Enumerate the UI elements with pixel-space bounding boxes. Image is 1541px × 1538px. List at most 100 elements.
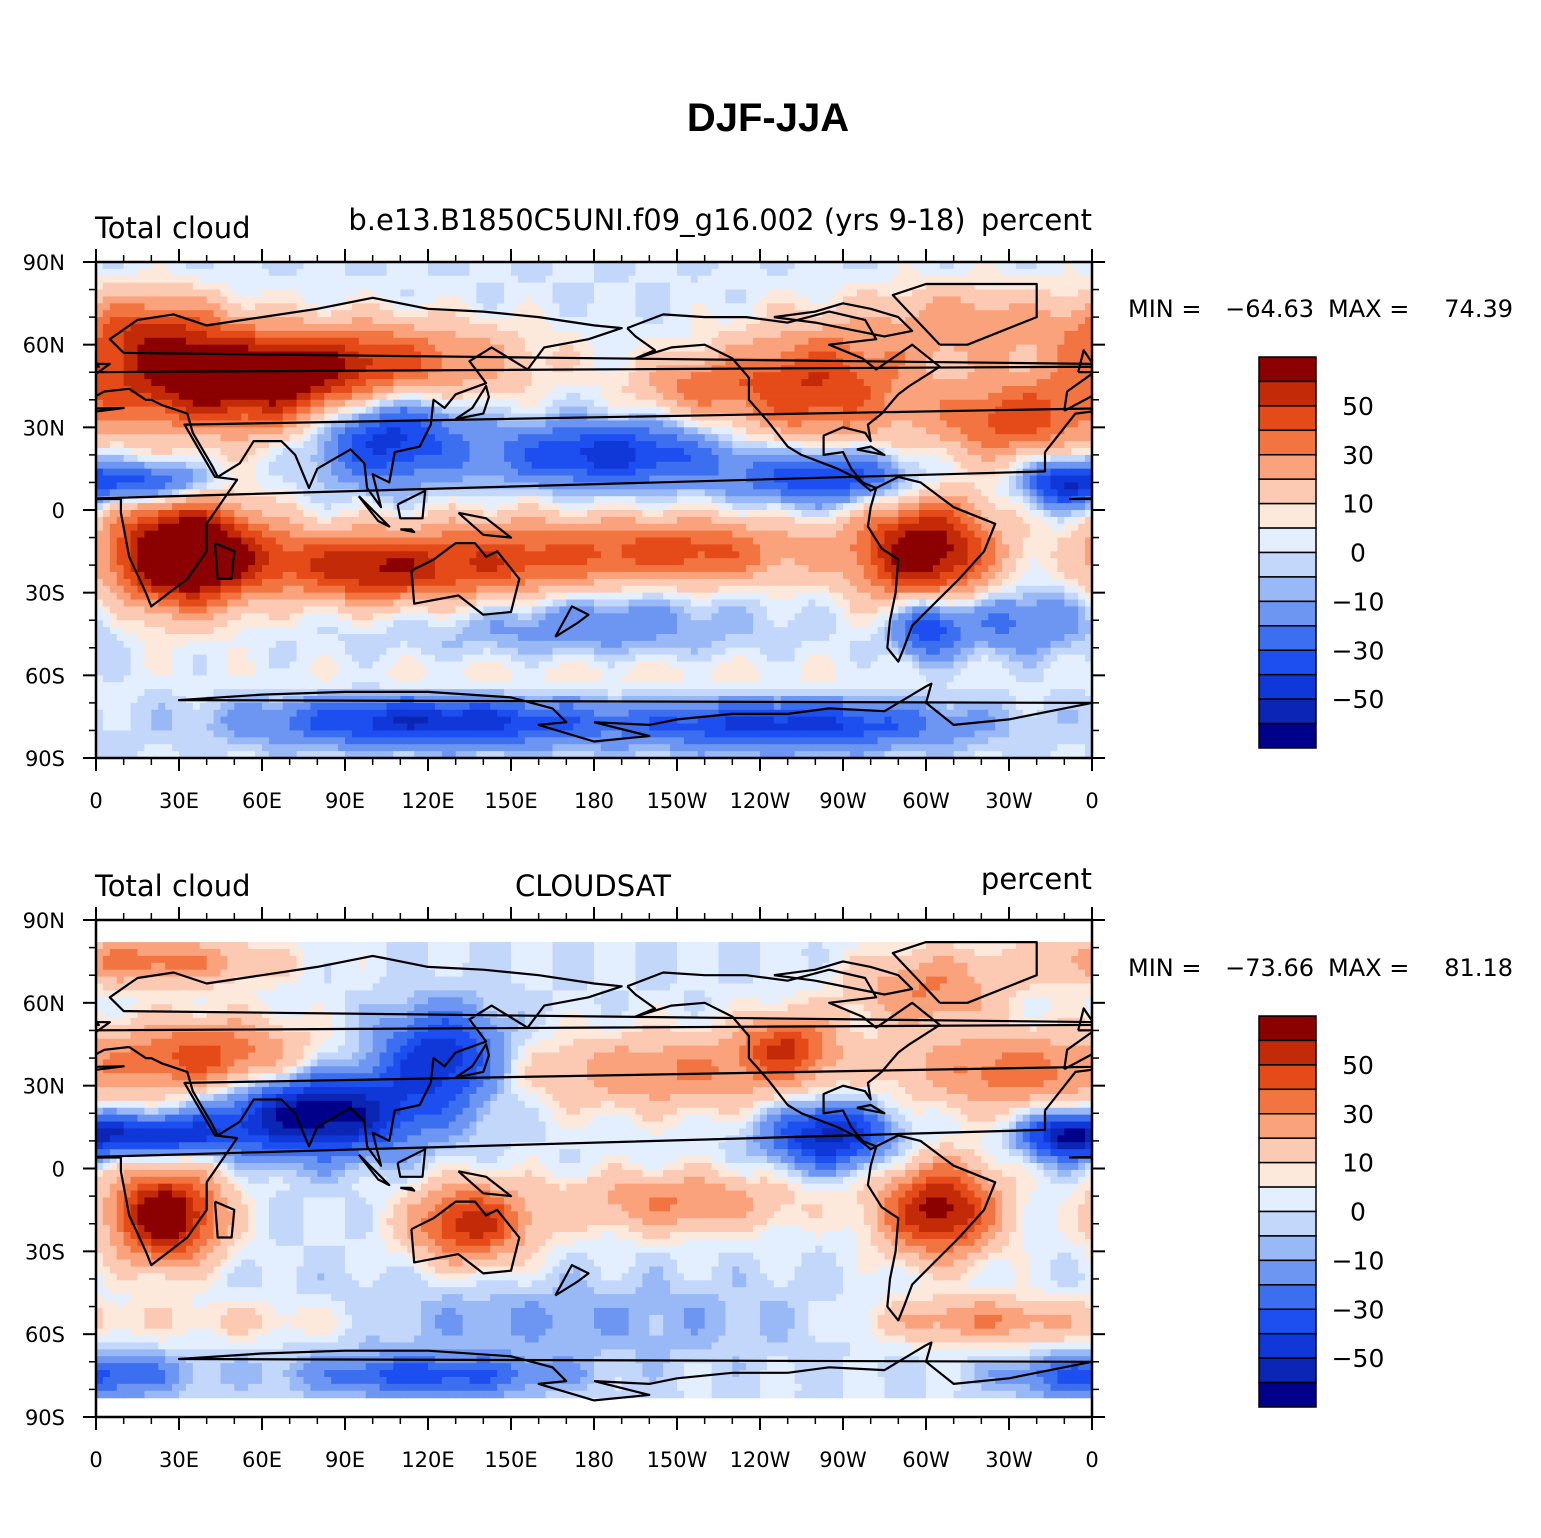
coastline bbox=[626, 968, 941, 1151]
colorbar-swatch bbox=[1258, 722, 1317, 749]
x-tick-label: 150E bbox=[484, 1448, 537, 1472]
coastline bbox=[1454, 1171, 1507, 1196]
colorbar-swatch bbox=[1258, 600, 1317, 627]
x-tick-label: 120E bbox=[401, 789, 454, 813]
x-tick-label: 150W bbox=[647, 1448, 708, 1472]
colorbar-swatch bbox=[1258, 1088, 1317, 1115]
colorbar-label: 30 bbox=[1342, 441, 1374, 470]
y-tick-label: 0 bbox=[52, 1158, 65, 1182]
coastline bbox=[891, 941, 1038, 1004]
colorbar-swatch bbox=[1258, 356, 1317, 383]
coastline bbox=[1394, 491, 1422, 519]
colorbar-swatch bbox=[1258, 1357, 1317, 1384]
colorbar-label: 30 bbox=[1342, 1100, 1374, 1129]
coastline bbox=[396, 489, 427, 520]
x-tick-label: 90E bbox=[325, 1448, 365, 1472]
colorbar-swatch bbox=[1258, 1259, 1317, 1286]
coastline bbox=[96, 349, 1092, 374]
y-tick-label: 0 bbox=[52, 499, 65, 523]
colorbar-swatch bbox=[1258, 576, 1317, 603]
cloud-field bbox=[96, 262, 1092, 758]
colorbar-swatch bbox=[1258, 1015, 1317, 1042]
x-tick-label: 0 bbox=[1085, 789, 1098, 813]
y-tick-label: 90S bbox=[25, 1406, 65, 1430]
colorbar-label: 10 bbox=[1342, 1149, 1374, 1178]
colorbar-swatch bbox=[1258, 1381, 1317, 1408]
coastline bbox=[1211, 543, 1230, 579]
panel-cloudsat-max-label: MAX = bbox=[1328, 954, 1409, 982]
coastline bbox=[455, 1043, 490, 1079]
x-tick-label: 90W bbox=[819, 789, 867, 813]
coastlines bbox=[96, 282, 1507, 743]
coastline bbox=[213, 1200, 236, 1239]
coastline bbox=[96, 296, 1092, 509]
coastline bbox=[856, 1103, 886, 1115]
coastline bbox=[554, 1264, 590, 1297]
coastline bbox=[457, 511, 513, 539]
coastline bbox=[626, 310, 941, 492]
colorbar-swatch bbox=[1258, 527, 1317, 554]
colorbar-swatch bbox=[1258, 478, 1317, 505]
colorbar-swatch bbox=[1258, 649, 1317, 676]
y-tick-label: 30S bbox=[25, 1240, 65, 1264]
x-tick-label: 60E bbox=[242, 1448, 282, 1472]
panel-model-center-string: b.e13.B1850C5UNI.f09_g16.002 (yrs 9-18) bbox=[348, 203, 965, 237]
colorbar-label: 0 bbox=[1350, 539, 1366, 568]
y-tick-label: 60S bbox=[25, 1323, 65, 1347]
coastline bbox=[455, 384, 490, 421]
coastline bbox=[773, 302, 914, 338]
colorbar-swatch bbox=[1258, 380, 1317, 407]
coastline bbox=[1394, 1149, 1422, 1177]
colorbar-swatch bbox=[1258, 1137, 1317, 1164]
panel-cloudsat-max-value: 81.18 bbox=[1444, 954, 1513, 982]
x-tick-label: 0 bbox=[89, 1448, 102, 1472]
x-tick-label: 180 bbox=[574, 1448, 614, 1472]
coastline bbox=[856, 445, 886, 456]
coastline bbox=[96, 954, 1092, 1167]
panel-cloudsat-center-string: CLOUDSAT bbox=[515, 869, 671, 903]
coastline bbox=[400, 1186, 416, 1192]
coastline bbox=[96, 1007, 1092, 1032]
colorbar-swatch bbox=[1258, 405, 1317, 432]
x-tick-label: 150W bbox=[647, 789, 708, 813]
colorbar-label: 0 bbox=[1350, 1198, 1366, 1227]
colorbar-swatch bbox=[1258, 1210, 1317, 1237]
y-tick-label: 60S bbox=[25, 664, 65, 688]
y-tick-label: 90S bbox=[25, 747, 65, 771]
panel-model-left-string: Total cloud bbox=[94, 211, 250, 245]
coastline bbox=[96, 1065, 1092, 1267]
coastline bbox=[866, 475, 997, 663]
y-tick-label: 60N bbox=[23, 992, 65, 1016]
panel-cloudsat-right-string: percent bbox=[981, 862, 1092, 896]
coastline bbox=[1211, 1202, 1230, 1238]
panel-cloudsat-min-value: −73.66 bbox=[1225, 954, 1314, 982]
colorbar-label: −30 bbox=[1332, 1295, 1385, 1324]
x-tick-label: 60E bbox=[242, 789, 282, 813]
coastline bbox=[396, 1148, 427, 1178]
colorbar-label: −10 bbox=[1332, 587, 1385, 616]
panel-model-axes: 0 30E 60E 90E 120E 150E 180 150W 120W 90W 60W 30W 09… bbox=[23, 249, 1105, 813]
coastline bbox=[177, 682, 1092, 743]
colorbar-swatch bbox=[1258, 1235, 1317, 1262]
coastline bbox=[1454, 513, 1507, 538]
panel-model-min-label: MIN = bbox=[1128, 295, 1201, 323]
coastline bbox=[96, 362, 111, 376]
colorbar-label: 10 bbox=[1342, 490, 1374, 519]
x-tick-label: 120E bbox=[401, 1448, 454, 1472]
panel-model-map bbox=[96, 262, 1507, 758]
coastline bbox=[96, 1020, 111, 1034]
panel-cloudsat-left-string: Total cloud bbox=[94, 869, 250, 903]
panel-cloudsat-colorbar: 50 30 10 0 −10 −30 −50 bbox=[1258, 1015, 1385, 1408]
coastline bbox=[457, 1170, 513, 1198]
coastlines bbox=[96, 941, 1507, 1402]
coastline bbox=[554, 605, 590, 638]
y-tick-label: 30S bbox=[25, 582, 65, 606]
x-tick-label: 0 bbox=[89, 789, 102, 813]
x-tick-label: 60W bbox=[902, 1448, 950, 1472]
panel-cloudsat-map bbox=[96, 920, 1507, 1417]
x-tick-label: 120W bbox=[730, 1448, 791, 1472]
x-tick-label: 30E bbox=[159, 789, 199, 813]
coastline bbox=[1396, 1188, 1410, 1191]
colorbar-label: 50 bbox=[1342, 392, 1374, 421]
